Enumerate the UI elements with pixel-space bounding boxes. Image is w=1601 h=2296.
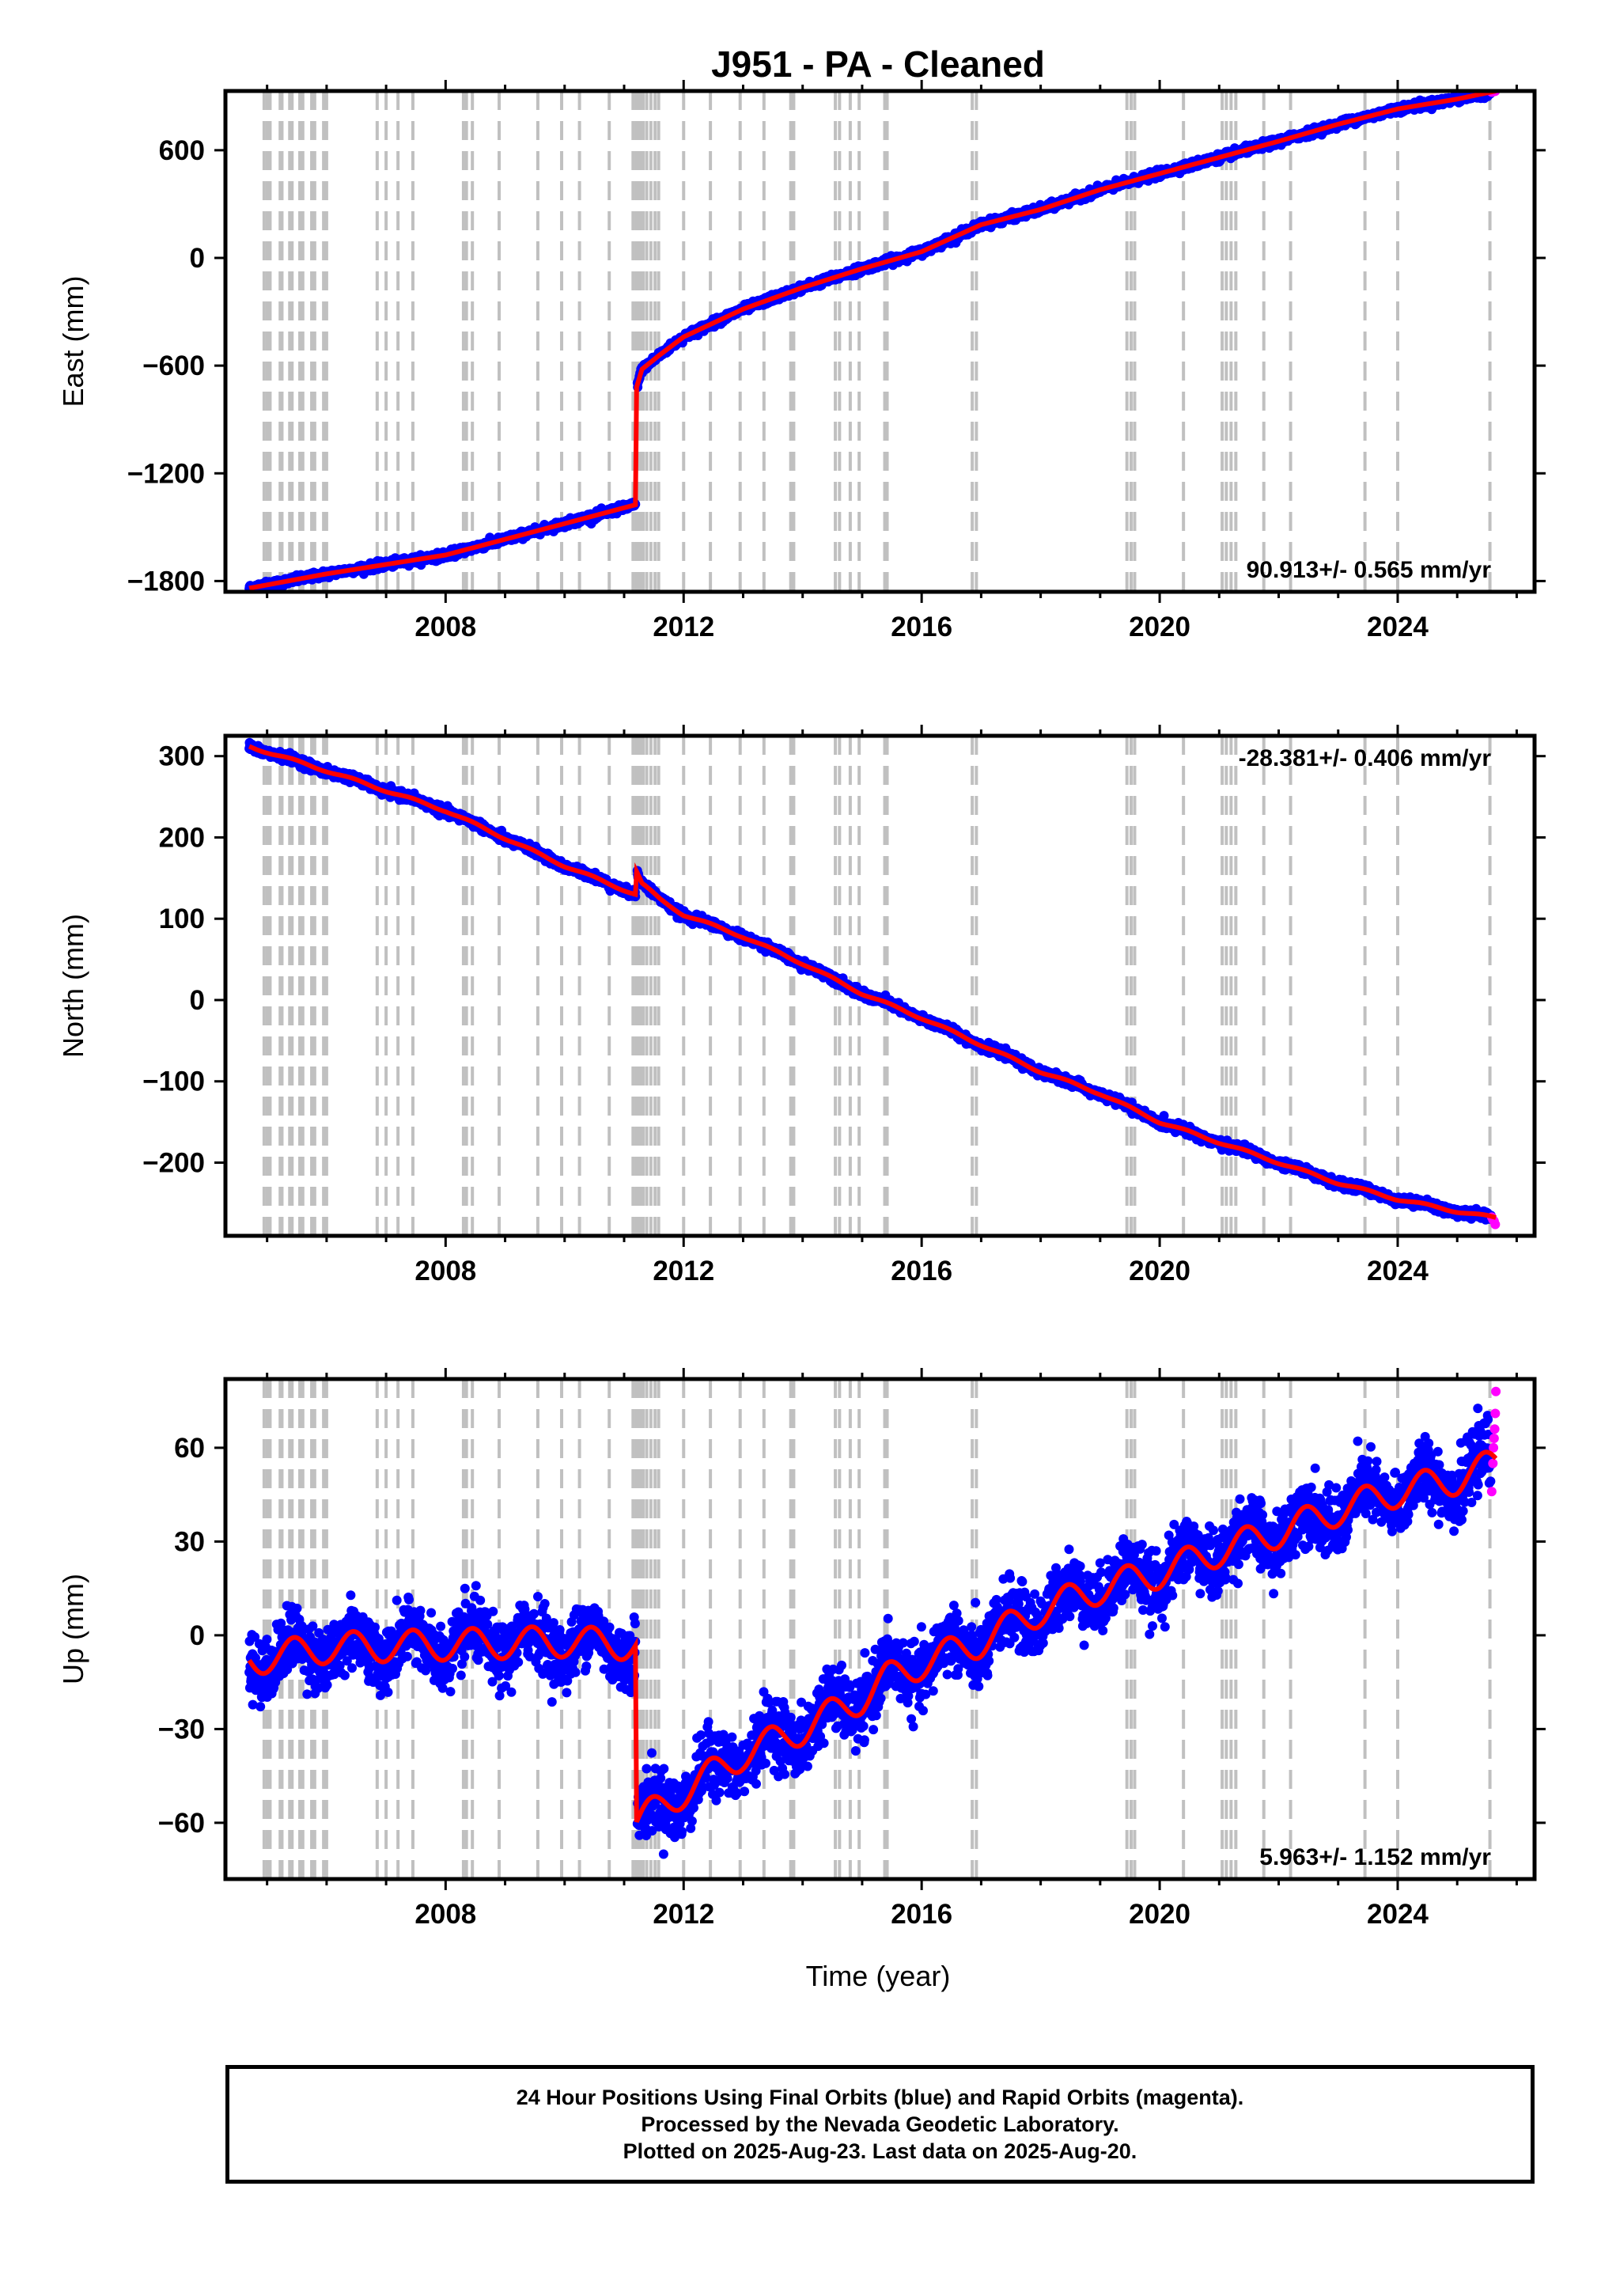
figure-title: J951 - PA - Cleaned — [711, 44, 1045, 85]
east-model-line — [248, 91, 1497, 591]
east-y-axis-label: East (mm) — [57, 276, 89, 407]
east-frame — [223, 89, 1537, 594]
east-ytick-label: 600 — [159, 135, 205, 166]
east-ytick-label: −1200 — [127, 458, 205, 489]
east-xtick-label: 2008 — [414, 612, 476, 642]
east-ytick-label: 0 — [190, 243, 205, 274]
panel-east: 2008 2012 2016 2020 2024 −1800 −1200 −600 0 600 Ea… — [57, 80, 1546, 642]
east-rate-label: 90.913+/- 0.565 mm/yr — [1247, 557, 1492, 583]
east-xtick-label: 2020 — [1129, 612, 1190, 642]
east-xtick-label: 2024 — [1367, 612, 1429, 642]
east-xtick-label: 2016 — [891, 612, 952, 642]
panels: 2008 2012 2016 2020 2024 −1800 −1200 −600 0 600 Ea… — [57, 80, 1546, 1930]
east-plot-area — [244, 91, 1501, 592]
east-ytick-label: −600 — [142, 350, 205, 381]
north-plot-area — [244, 736, 1501, 1236]
east-xtick-label: 2012 — [653, 612, 714, 642]
panel-north: 2008 2012 2016 2020 2024−200−1000100200300No… — [57, 725, 1546, 1286]
east-ytick-label: −1800 — [127, 566, 205, 597]
